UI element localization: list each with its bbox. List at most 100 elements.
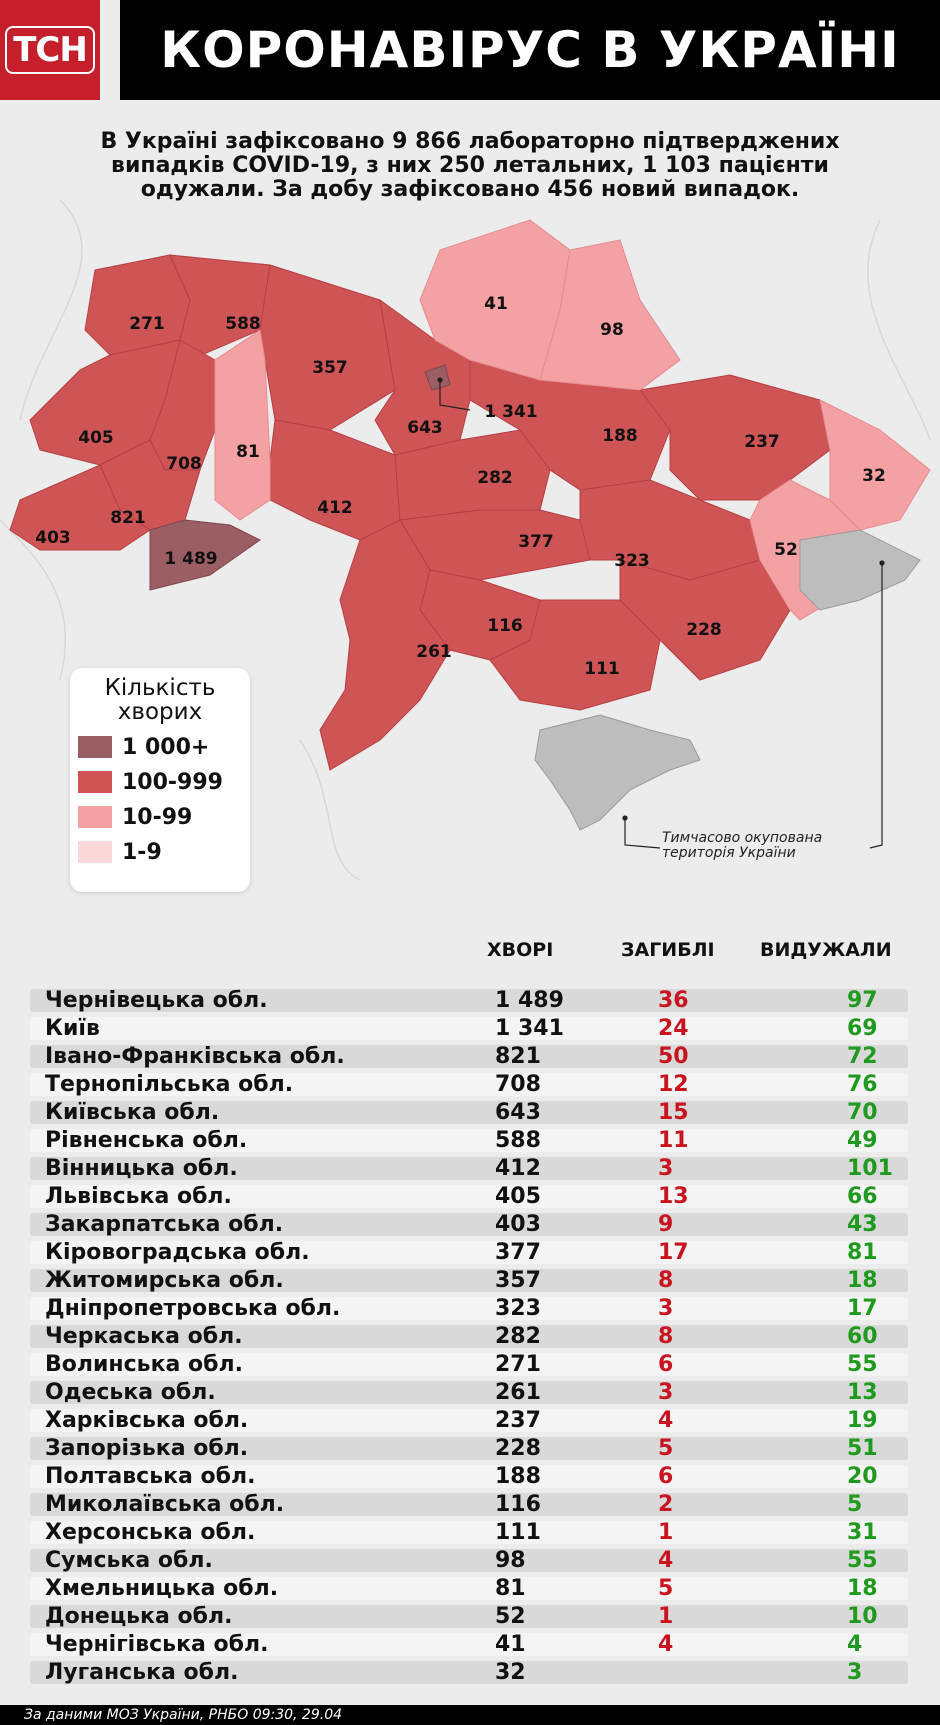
map-label-ivano: 821 bbox=[110, 508, 146, 528]
footer: За даними МОЗ України, РНБО 09:30, 29.04 bbox=[0, 1705, 940, 1725]
map-label-donetsk: 52 bbox=[774, 540, 798, 560]
map-label-volyn: 271 bbox=[129, 314, 165, 334]
row-background bbox=[30, 1605, 908, 1628]
map-label-luhansk: 32 bbox=[862, 466, 886, 486]
sick-cell: 708 bbox=[495, 1072, 541, 1097]
row-background bbox=[30, 1549, 908, 1572]
occupied-note: Тимчасово окупована територія України bbox=[662, 831, 822, 861]
row-background bbox=[30, 1633, 908, 1656]
map-label-vinnytsia: 412 bbox=[317, 498, 353, 518]
legend-item-10-99: 10-99 bbox=[78, 804, 193, 830]
sick-cell: 1 489 bbox=[495, 988, 564, 1013]
recovered-cell: 69 bbox=[847, 1016, 878, 1041]
header-sick: ХВОРІ bbox=[487, 939, 554, 961]
sick-cell: 81 bbox=[495, 1576, 526, 1601]
legend-label: 1-9 bbox=[122, 839, 162, 865]
map-label-dnipro: 323 bbox=[614, 551, 650, 571]
tsn-logo: ТСН bbox=[0, 0, 100, 100]
legend-swatch bbox=[78, 736, 112, 758]
sick-cell: 588 bbox=[495, 1128, 541, 1153]
row-background bbox=[30, 989, 908, 1012]
row-background bbox=[30, 1437, 908, 1460]
map-label-chernivtsi: 1 489 bbox=[164, 549, 217, 569]
region-cell: Київська обл. bbox=[45, 1100, 220, 1125]
dead-cell: 36 bbox=[658, 988, 689, 1013]
region-cell: Чернівецька обл. bbox=[45, 988, 268, 1013]
region-cell: Чернігівська обл. bbox=[45, 1632, 269, 1657]
table-row: Одеська обл. 261 3 13 bbox=[30, 1379, 908, 1407]
sick-cell: 228 bbox=[495, 1436, 541, 1461]
recovered-cell: 18 bbox=[847, 1268, 878, 1293]
summary-line-1: В Україні зафіксовано 9 866 лабораторно … bbox=[100, 129, 840, 154]
occupied-note-line-1: Тимчасово окупована bbox=[662, 830, 823, 846]
legend-swatch bbox=[78, 806, 112, 828]
row-background bbox=[30, 1157, 908, 1180]
dead-cell: 24 bbox=[658, 1016, 689, 1041]
table-row: Донецька обл. 52 1 10 bbox=[30, 1603, 908, 1631]
region-cell: Дніпропетровська обл. bbox=[45, 1296, 341, 1321]
recovered-cell: 4 bbox=[847, 1632, 863, 1657]
dead-cell: 11 bbox=[658, 1128, 689, 1153]
recovered-cell: 55 bbox=[847, 1352, 878, 1377]
neighbour-borders bbox=[0, 200, 931, 880]
recovered-cell: 17 bbox=[847, 1296, 878, 1321]
sick-cell: 98 bbox=[495, 1548, 526, 1573]
table-row: Львівська обл. 405 13 66 bbox=[30, 1183, 908, 1211]
region-cell: Рівненська обл. bbox=[45, 1128, 248, 1153]
region-cell: Одеська обл. bbox=[45, 1380, 216, 1405]
recovered-cell: 18 bbox=[847, 1576, 878, 1601]
legend-item-100-999: 100-999 bbox=[78, 770, 223, 795]
header: ТСН КОРОНАВІРУС В УКРАЇНІ bbox=[0, 0, 940, 100]
region-cell: Хмельницька обл. bbox=[45, 1576, 279, 1601]
recovered-cell: 19 bbox=[847, 1408, 878, 1433]
sick-cell: 377 bbox=[495, 1240, 541, 1265]
table-row: Київ 1 341 24 69 bbox=[30, 1015, 908, 1043]
region-cell: Луганська обл. bbox=[45, 1660, 239, 1685]
region-kharkiv bbox=[639, 374, 831, 501]
map-label-sumy: 98 bbox=[600, 320, 624, 340]
recovered-cell: 72 bbox=[847, 1044, 878, 1069]
callout-lines bbox=[437, 377, 885, 849]
dead-cell: 17 bbox=[658, 1240, 689, 1265]
row-background bbox=[30, 1073, 908, 1096]
dead-cell: 4 bbox=[658, 1548, 674, 1573]
table-row: Миколаївська обл. 116 2 5 bbox=[30, 1491, 908, 1519]
regions-high bbox=[9, 254, 831, 771]
map-label-mykolaiv: 116 bbox=[487, 616, 523, 636]
dead-cell: 2 bbox=[658, 1492, 674, 1517]
page-title: КОРОНАВІРУС В УКРАЇНІ bbox=[120, 0, 940, 100]
region-cell: Полтавська обл. bbox=[45, 1464, 256, 1489]
row-background bbox=[30, 1241, 908, 1264]
table-row: Івано-Франківська обл. 821 50 72 bbox=[30, 1043, 908, 1071]
header-recovered: ВИДУЖАЛИ bbox=[760, 939, 892, 961]
map-label-lviv: 405 bbox=[78, 428, 114, 448]
row-background bbox=[30, 1045, 908, 1068]
region-zakarpattia bbox=[9, 464, 151, 551]
region-zaporizhzhia bbox=[619, 559, 791, 681]
row-background bbox=[30, 1409, 908, 1432]
sick-cell: 261 bbox=[495, 1380, 541, 1405]
recovered-cell: 13 bbox=[847, 1380, 878, 1405]
region-cell: Херсонська обл. bbox=[45, 1520, 256, 1545]
legend-label: 10-99 bbox=[122, 804, 193, 830]
map-label-zakarpattia: 403 bbox=[35, 528, 71, 548]
region-sumy bbox=[539, 239, 681, 391]
sick-cell: 52 bbox=[495, 1604, 526, 1629]
map-svg: 271 588 357 41 98 1 341 643 188 237 405 … bbox=[0, 200, 931, 880]
region-cell: Сумська обл. bbox=[45, 1548, 213, 1573]
region-cell: Київ bbox=[45, 1016, 100, 1041]
row-background bbox=[30, 1101, 908, 1124]
dead-cell: 1 bbox=[658, 1604, 674, 1629]
regions-top bbox=[149, 364, 451, 591]
table-row: Київська обл. 643 15 70 bbox=[30, 1099, 908, 1127]
row-background bbox=[30, 1297, 908, 1320]
legend-title-line-1: Кількість bbox=[104, 675, 216, 701]
dead-cell: 5 bbox=[658, 1436, 674, 1461]
dead-cell: 50 bbox=[658, 1044, 689, 1069]
region-cell: Донецька обл. bbox=[45, 1604, 233, 1629]
dead-cell: 12 bbox=[658, 1072, 689, 1097]
legend-item-1000-plus: 1 000+ bbox=[78, 735, 209, 760]
table-row: Дніпропетровська обл. 323 3 17 bbox=[30, 1295, 908, 1323]
map-label-poltava: 188 bbox=[602, 426, 638, 446]
map-label-zhytomyr: 357 bbox=[312, 358, 348, 378]
